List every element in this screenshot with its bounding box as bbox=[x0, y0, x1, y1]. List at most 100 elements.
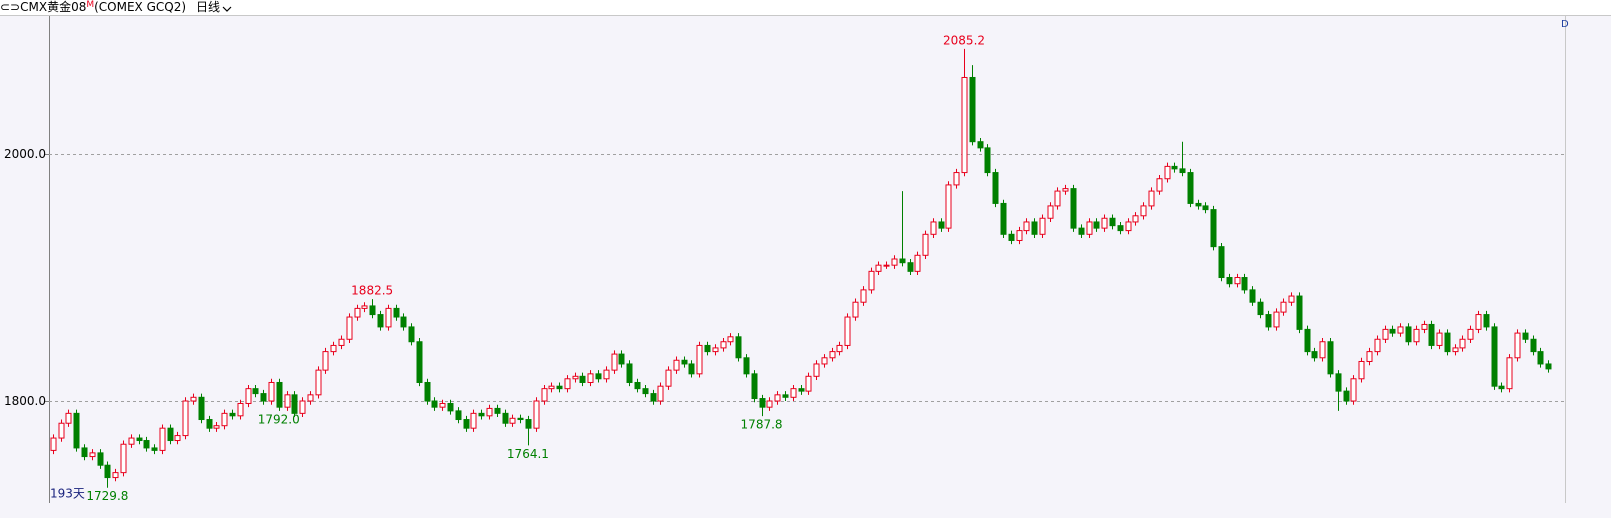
candle-body bbox=[704, 344, 711, 353]
candle-body bbox=[743, 357, 750, 375]
low-label: 1729.8 bbox=[86, 489, 128, 503]
candle-body bbox=[1335, 373, 1342, 392]
candle-body bbox=[587, 373, 594, 383]
candle-body bbox=[322, 351, 329, 371]
candle-body bbox=[727, 336, 734, 343]
candle-body bbox=[790, 388, 797, 398]
candle-body bbox=[385, 307, 392, 328]
candle-body bbox=[938, 221, 945, 229]
candle-body bbox=[81, 447, 88, 458]
candle-body bbox=[1350, 378, 1357, 402]
candle-body bbox=[229, 412, 236, 417]
candle-body bbox=[618, 353, 625, 365]
candle-body bbox=[1031, 221, 1038, 235]
candle-body bbox=[1514, 332, 1521, 359]
candle-body bbox=[1506, 357, 1513, 390]
symbol-name: CMX黄金08 bbox=[20, 0, 87, 14]
candle-body bbox=[291, 394, 298, 414]
candle-body bbox=[1156, 178, 1163, 192]
candle-body bbox=[1086, 221, 1093, 235]
candle-body bbox=[907, 262, 914, 272]
candle-body bbox=[782, 394, 789, 398]
candle-body bbox=[1000, 202, 1007, 235]
candle-body bbox=[696, 344, 703, 375]
candle-body bbox=[1522, 332, 1529, 340]
candle-body bbox=[1537, 351, 1544, 365]
period-label: 日线 bbox=[196, 0, 221, 14]
candle-body bbox=[1195, 202, 1202, 207]
candle-body bbox=[1366, 351, 1373, 362]
candle-body bbox=[128, 437, 135, 445]
candle-body bbox=[829, 351, 836, 359]
candle-body bbox=[416, 341, 423, 383]
candle-body bbox=[268, 381, 275, 402]
candle-body bbox=[1148, 190, 1155, 207]
chart-icon[interactable]: ⊂⊃ bbox=[0, 0, 21, 14]
candle-body bbox=[533, 400, 540, 429]
candle-body bbox=[1467, 328, 1474, 340]
candle-body bbox=[875, 264, 882, 272]
high-label: 2085.2 bbox=[943, 33, 985, 47]
candle-body bbox=[1452, 347, 1459, 353]
candle-body bbox=[408, 326, 415, 343]
candle-body bbox=[509, 417, 516, 424]
candle-body bbox=[688, 363, 695, 375]
candle-body bbox=[868, 270, 875, 291]
candle-body bbox=[1273, 311, 1280, 328]
candle-body bbox=[525, 419, 532, 429]
candle-body bbox=[1164, 165, 1171, 180]
candle-body bbox=[478, 412, 485, 417]
days-label: 193天 bbox=[50, 487, 85, 501]
candle-body bbox=[657, 385, 664, 402]
candle-body bbox=[844, 316, 851, 346]
high-label: 1882.5 bbox=[351, 284, 393, 298]
candle-body bbox=[369, 305, 376, 316]
candle-body bbox=[400, 316, 407, 328]
candle-body bbox=[1218, 246, 1225, 279]
candle-body bbox=[159, 427, 166, 451]
candle-body bbox=[1062, 188, 1069, 192]
candle-body bbox=[377, 314, 384, 328]
candle-body bbox=[1405, 326, 1412, 343]
candle-body bbox=[338, 338, 345, 346]
candle-body bbox=[1093, 221, 1100, 229]
candle-body bbox=[299, 400, 306, 414]
candle-body bbox=[112, 472, 119, 479]
candle-body bbox=[206, 419, 213, 429]
candle-body bbox=[431, 400, 438, 408]
y-tick-label: 2000.0 bbox=[4, 147, 46, 161]
candle-body bbox=[1226, 277, 1233, 285]
candle-body bbox=[517, 417, 524, 421]
candle-body bbox=[439, 402, 446, 408]
candle-body bbox=[821, 357, 828, 365]
candle-body bbox=[836, 344, 843, 353]
low-label: 1764.1 bbox=[507, 447, 549, 461]
candle-body bbox=[1249, 289, 1256, 303]
candle-body bbox=[953, 172, 960, 186]
candle-body bbox=[1280, 301, 1287, 313]
candle-body bbox=[221, 412, 228, 427]
candle-body bbox=[182, 400, 189, 437]
candle-body bbox=[502, 412, 509, 424]
candle-body bbox=[494, 407, 501, 414]
candle-body bbox=[1444, 332, 1451, 353]
candle-body bbox=[1039, 217, 1046, 235]
candle-body bbox=[151, 447, 158, 451]
candle-body bbox=[984, 147, 991, 174]
candle-body bbox=[751, 373, 758, 400]
candle-body bbox=[860, 289, 867, 303]
candle-body bbox=[883, 264, 890, 267]
period-selector[interactable]: 日线 bbox=[196, 0, 232, 14]
candle-body bbox=[1047, 205, 1054, 219]
candle-body bbox=[1421, 323, 1428, 330]
candle-body bbox=[260, 393, 267, 402]
candle-body bbox=[1545, 363, 1552, 370]
candle-body bbox=[735, 336, 742, 359]
y-tick-label: 1800.0 bbox=[4, 394, 46, 408]
candle-body bbox=[1117, 225, 1124, 232]
candle-body bbox=[1382, 328, 1389, 340]
candle-body bbox=[665, 369, 672, 387]
candle-body bbox=[720, 341, 727, 349]
candle-body bbox=[1389, 328, 1396, 334]
